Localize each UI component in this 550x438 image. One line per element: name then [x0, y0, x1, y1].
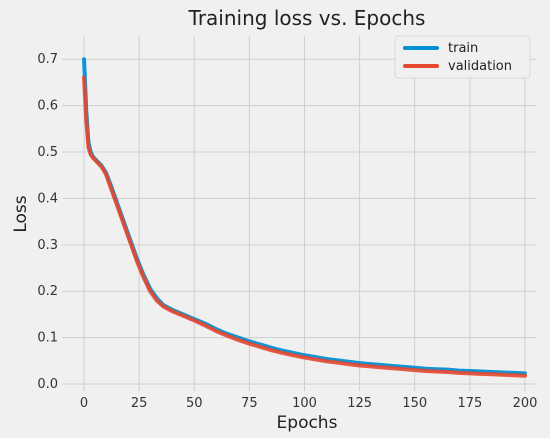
- legend-train-label: train: [448, 41, 478, 56]
- x-tick-label: 150: [402, 396, 427, 411]
- chart-title: Training loss vs. Epochs: [188, 6, 426, 30]
- legend: train validation: [394, 35, 531, 79]
- x-tick-labels: 0 25 50 75 100 125 150 175 200: [80, 396, 537, 411]
- x-tick-label: 175: [457, 396, 482, 411]
- series-layer: [82, 57, 527, 378]
- y-tick-label: 0.3: [37, 238, 58, 253]
- y-tick-label: 0.1: [37, 331, 58, 346]
- x-axis-label: Epochs: [277, 413, 338, 433]
- x-tick-label: 200: [513, 396, 538, 411]
- x-tick-label: 50: [186, 396, 203, 411]
- x-tick-label: 25: [131, 396, 148, 411]
- x-tick-label: 100: [292, 396, 317, 411]
- y-grid-lines: [62, 58, 536, 385]
- y-tick-labels: 0.0 0.1 0.2 0.3 0.4 0.5 0.6 0.7: [37, 52, 58, 392]
- y-tick-label: 0.2: [37, 284, 58, 299]
- x-tick-label: 125: [347, 396, 372, 411]
- x-tick-label: 0: [80, 396, 88, 411]
- y-axis-label: Loss: [11, 195, 31, 232]
- y-tick-label: 0.5: [37, 145, 58, 160]
- y-tick-label: 0.4: [37, 191, 58, 206]
- y-tick-label: 0.7: [37, 52, 58, 67]
- legend-validation-label: validation: [448, 59, 512, 74]
- y-tick-label: 0.6: [37, 99, 58, 114]
- x-tick-label: 75: [241, 396, 258, 411]
- y-tick-label: 0.0: [37, 377, 58, 392]
- validation-series-line: [82, 75, 527, 378]
